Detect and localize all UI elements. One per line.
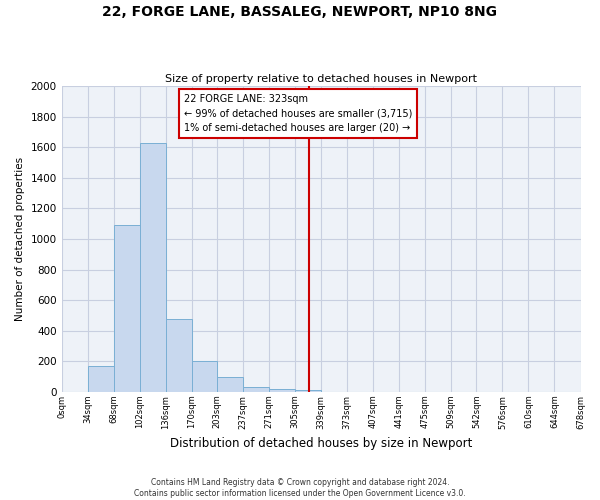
Text: Contains HM Land Registry data © Crown copyright and database right 2024.
Contai: Contains HM Land Registry data © Crown c… [134,478,466,498]
Y-axis label: Number of detached properties: Number of detached properties [15,157,25,321]
Bar [166,318,192,392]
Bar [243,386,269,392]
Text: 22, FORGE LANE, BASSALEG, NEWPORT, NP10 8NG: 22, FORGE LANE, BASSALEG, NEWPORT, NP10 … [103,5,497,19]
Bar [217,376,243,392]
Title: Size of property relative to detached houses in Newport: Size of property relative to detached ho… [165,74,477,84]
Bar [88,366,114,392]
Text: 22 FORGE LANE: 323sqm
← 99% of detached houses are smaller (3,715)
1% of semi-de: 22 FORGE LANE: 323sqm ← 99% of detached … [184,94,412,134]
Bar [269,389,295,392]
X-axis label: Distribution of detached houses by size in Newport: Distribution of detached houses by size … [170,437,472,450]
Bar [114,226,140,392]
Bar [192,362,217,392]
Bar [295,390,321,392]
Bar [140,142,166,392]
